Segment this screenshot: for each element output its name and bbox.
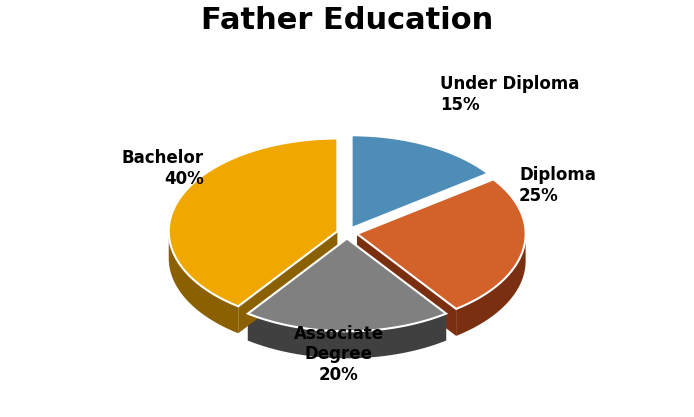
Polygon shape bbox=[347, 239, 446, 341]
Text: Under Diploma
15%: Under Diploma 15% bbox=[440, 75, 579, 114]
Polygon shape bbox=[248, 239, 446, 331]
Polygon shape bbox=[238, 231, 337, 333]
Text: Diploma
25%: Diploma 25% bbox=[519, 166, 596, 205]
Title: Father Education: Father Education bbox=[201, 6, 493, 35]
Text: Bachelor
40%: Bachelor 40% bbox=[121, 150, 203, 188]
Polygon shape bbox=[357, 179, 525, 309]
Polygon shape bbox=[169, 138, 337, 306]
Polygon shape bbox=[357, 234, 456, 336]
Text: Associate
Degree
20%: Associate Degree 20% bbox=[294, 324, 384, 384]
Polygon shape bbox=[248, 239, 347, 341]
Polygon shape bbox=[352, 135, 488, 228]
Polygon shape bbox=[169, 231, 238, 333]
Polygon shape bbox=[248, 314, 446, 358]
Polygon shape bbox=[456, 233, 525, 336]
